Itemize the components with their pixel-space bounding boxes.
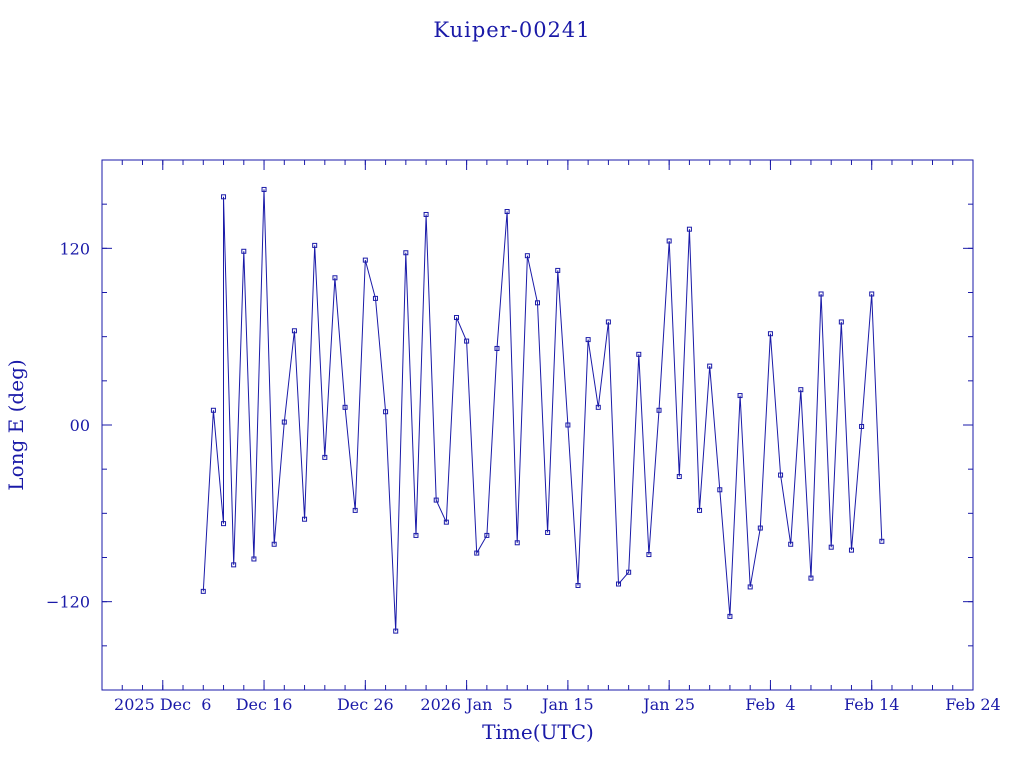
data-point <box>535 300 540 306</box>
x-tick-label: Jan 25 <box>641 695 695 714</box>
data-point <box>798 387 804 393</box>
data-point <box>686 226 692 232</box>
data-point <box>879 538 885 544</box>
data-point <box>869 291 875 297</box>
data-point <box>626 569 632 575</box>
data-point <box>281 419 287 425</box>
data-point <box>646 552 652 558</box>
data-point <box>727 613 733 619</box>
data-point <box>484 532 490 538</box>
data-point <box>808 575 814 581</box>
data-point <box>656 407 662 413</box>
data-point <box>848 547 854 553</box>
data-point <box>514 540 520 546</box>
axis-tick-labels: 2025 Dec 6 Dec 16 Dec 26 2026 Jan 5 Jan 15 Ja… <box>46 239 1001 714</box>
data-point <box>545 529 551 535</box>
data-point <box>757 525 763 531</box>
data-point <box>322 454 328 460</box>
data-point <box>767 331 773 337</box>
data-point <box>210 407 216 413</box>
data-point <box>261 186 267 192</box>
data-point <box>666 238 672 244</box>
data-point <box>717 487 723 493</box>
data-point <box>221 194 227 200</box>
longitude-trace <box>202 189 883 632</box>
data-point <box>352 507 358 513</box>
data-point <box>504 209 510 215</box>
y-tick-label: 00 <box>70 416 90 435</box>
data-point <box>605 319 611 325</box>
data-point <box>433 497 439 503</box>
data-point <box>494 345 500 351</box>
data-point <box>221 521 227 527</box>
data-point <box>302 516 308 522</box>
data-point <box>453 315 459 321</box>
x-tick-label: Jan 15 <box>540 695 594 714</box>
data-point <box>585 337 591 343</box>
x-tick-label: 2025 Dec 6 <box>114 695 211 714</box>
data-point <box>231 562 237 568</box>
data-point <box>565 422 571 428</box>
data-point <box>555 267 561 273</box>
data-point <box>403 250 409 256</box>
data-point <box>616 581 622 587</box>
chart-title: Kuiper-00241 <box>433 18 590 42</box>
x-tick-label: Dec 16 <box>236 695 293 714</box>
data-point-layer <box>200 186 885 634</box>
data-point <box>747 584 753 590</box>
data-point <box>251 556 257 562</box>
data-point <box>241 248 247 254</box>
x-tick-label: 2026 Jan 5 <box>420 695 512 714</box>
data-point <box>423 211 429 217</box>
y-tick-label: −120 <box>46 593 90 612</box>
data-point <box>200 588 206 594</box>
orbit-trace-layer <box>202 189 883 632</box>
x-axis-title: Time(UTC) <box>482 720 594 744</box>
y-axis-title: Long E (deg) <box>4 359 28 490</box>
data-point <box>788 541 794 547</box>
data-point <box>332 275 338 281</box>
x-tick-label: Feb 4 <box>745 695 795 714</box>
data-point <box>697 507 703 513</box>
data-point <box>443 519 449 525</box>
data-point <box>676 474 682 480</box>
data-point <box>595 404 601 410</box>
data-point <box>838 319 844 325</box>
data-point <box>575 582 581 588</box>
x-tick-label: Dec 26 <box>337 695 394 714</box>
data-point <box>413 532 419 538</box>
data-point <box>818 291 824 297</box>
data-point <box>737 393 743 399</box>
y-tick-label: 120 <box>59 239 90 258</box>
data-point <box>707 363 713 369</box>
data-point <box>342 404 348 410</box>
data-point <box>312 242 318 248</box>
data-point <box>828 544 834 550</box>
data-point <box>464 338 470 344</box>
data-point <box>393 628 399 634</box>
axis-ticks <box>101 159 974 691</box>
data-point <box>524 253 530 259</box>
data-point <box>291 328 297 334</box>
x-tick-label: Feb 14 <box>844 695 899 714</box>
data-point <box>778 472 784 478</box>
data-point <box>859 423 865 429</box>
plot-frame <box>101 159 974 691</box>
data-point <box>271 541 277 547</box>
data-point <box>474 550 480 556</box>
data-point <box>636 351 642 357</box>
data-point <box>383 409 389 415</box>
x-tick-label: Feb 24 <box>945 695 1000 714</box>
data-point <box>372 295 378 301</box>
data-point <box>362 257 368 263</box>
